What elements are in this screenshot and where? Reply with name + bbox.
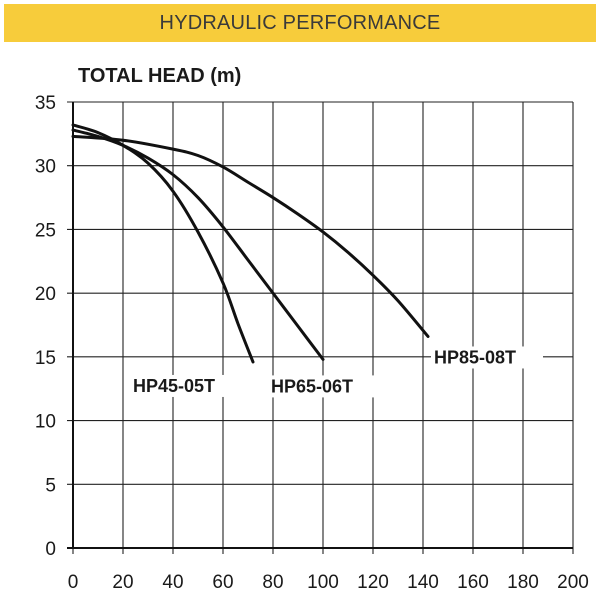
series-label-hp65-06t: HP65-06T (271, 376, 353, 396)
y-tick-label: 10 (35, 412, 56, 433)
y-tick-label: 15 (35, 348, 56, 369)
tick-labels: 0 20 40 60 80 100 120 140 160 180 200 0 5 10 15 20 25 30 3… (35, 93, 589, 593)
x-tick-label: 0 (68, 572, 79, 593)
series-label-bg (431, 346, 543, 369)
y-axis-title: TOTAL HEAD (m) (78, 65, 241, 87)
series-labels: HP45-05T HP65-06T HP85-08T (130, 346, 543, 398)
curves (71, 123, 430, 364)
x-tick-label: 120 (357, 572, 389, 593)
series-label-hp45-05t: HP45-05T (133, 376, 215, 396)
x-tick-label: 40 (162, 572, 183, 593)
y-tick-label: 35 (35, 93, 56, 114)
grid (67, 101, 574, 554)
y-tick-label: 0 (45, 539, 56, 560)
y-tick-label: 25 (35, 220, 56, 241)
series-curve-hp45-05t (71, 123, 255, 364)
x-tick-label: 20 (112, 572, 133, 593)
x-tick-label: 180 (507, 572, 539, 593)
x-tick-label: 100 (307, 572, 339, 593)
x-tick-label: 200 (557, 572, 589, 593)
series-curve-hp85-08t (71, 134, 430, 338)
series-label-bg (268, 375, 380, 398)
y-tick-label: 5 (45, 475, 56, 496)
x-tick-label: 140 (407, 572, 439, 593)
x-tick-label: 160 (457, 572, 489, 593)
y-tick-label: 20 (35, 284, 56, 305)
series-label-bg (130, 374, 242, 397)
chart-banner: HYDRAULIC PERFORMANCE (4, 4, 596, 42)
series-curve-hp65-06t (71, 128, 325, 361)
series-label-hp85-08t: HP85-08T (434, 347, 516, 367)
y-tick-label: 30 (35, 157, 56, 178)
x-tick-label: 60 (212, 572, 233, 593)
x-tick-label: 80 (262, 572, 283, 593)
banner-title: HYDRAULIC PERFORMANCE (159, 11, 441, 34)
